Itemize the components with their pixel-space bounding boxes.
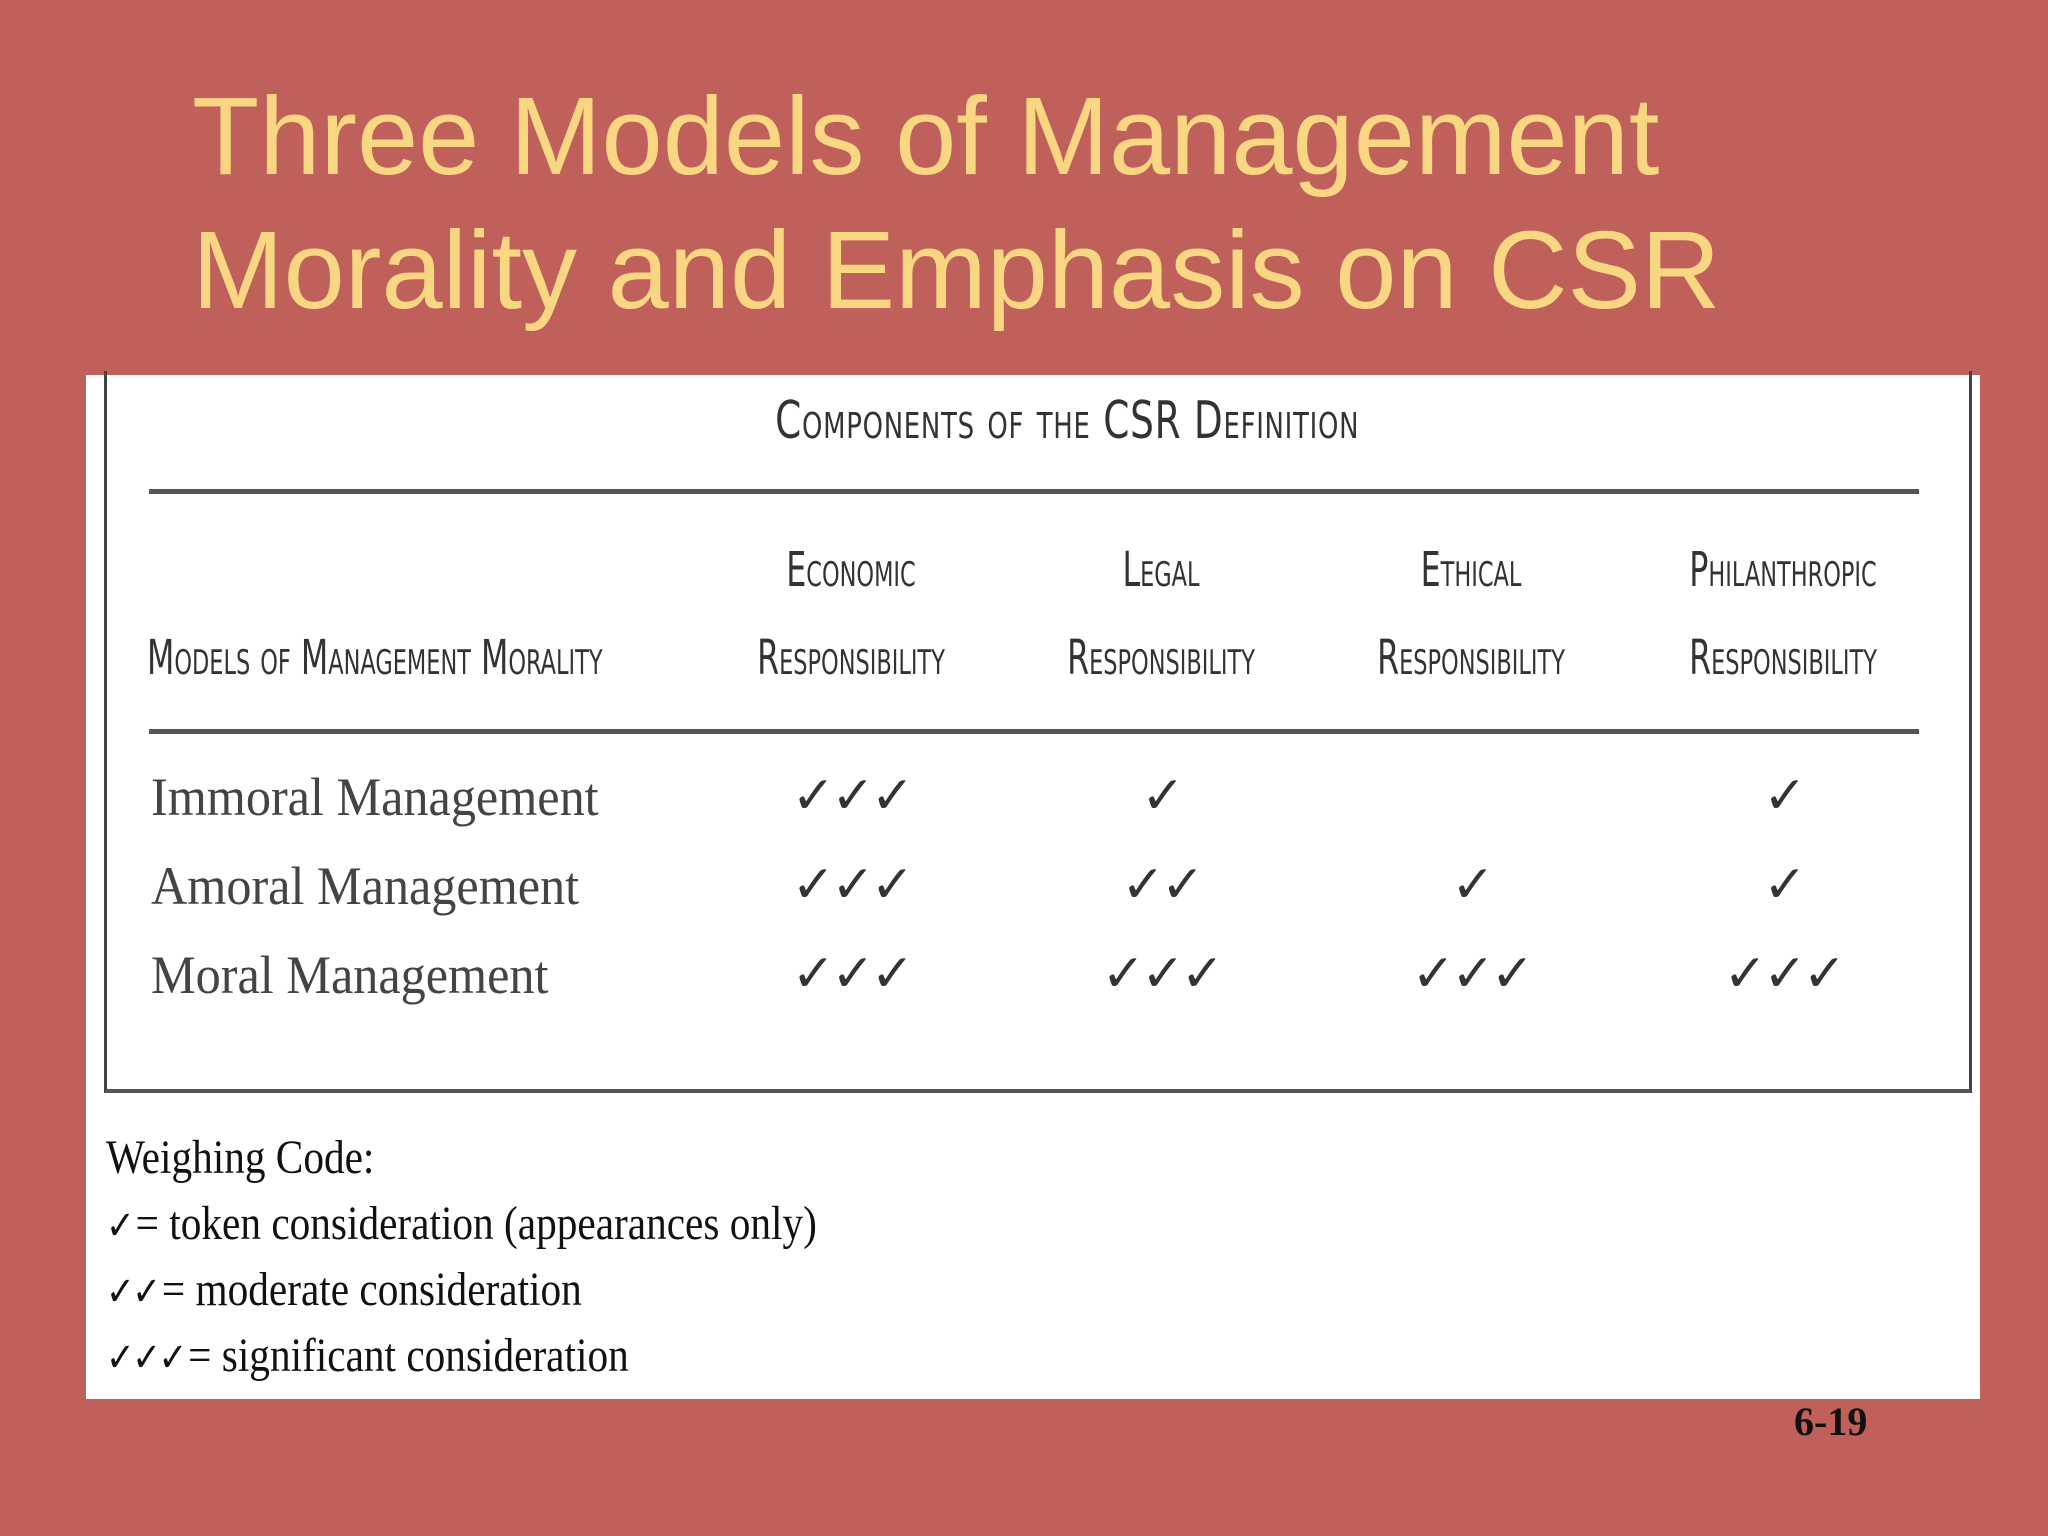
slide-title: Three Models of Management Morality and … [192, 70, 1892, 338]
column-header-line2: Responsibility [1067, 630, 1255, 686]
table-cell: ✓✓ [1121, 855, 1204, 915]
column-header-philanthropic: Philanthropic Responsibility [1664, 526, 1902, 702]
column-header-line1: Economic [786, 542, 916, 598]
table-cell: ✓ [1763, 766, 1807, 826]
legend-text: = moderate consideration [161, 1263, 582, 1316]
table-cell: ✓ [1763, 855, 1807, 915]
table-row-label: Immoral Management [151, 767, 599, 827]
table-cell: ✓✓✓ [791, 944, 915, 1004]
check-mark-icon: ✓ [106, 1203, 135, 1249]
table-row-label: Moral Management [151, 945, 549, 1005]
column-header-line2: Responsibility [1377, 630, 1565, 686]
row-header: Models of Management Morality [147, 630, 603, 686]
table-cell: ✓ [1451, 855, 1495, 915]
table-cell: ✓✓✓ [1723, 944, 1847, 1004]
csr-table: Components of the CSR Definition Models … [104, 371, 1972, 1093]
legend-title: Weighing Code: [106, 1131, 375, 1184]
legend-item: ✓= token consideration (appearances only… [106, 1191, 817, 1257]
legend-item: ✓✓✓= significant consideration [106, 1323, 817, 1389]
table-rule-top [149, 489, 1919, 494]
table-rule-middle [149, 729, 1919, 734]
page-number: 6-19 [1794, 1399, 1868, 1444]
column-header-line2: Responsibility [757, 630, 945, 686]
table-row-label: Amoral Management [151, 856, 580, 916]
table-cell: ✓✓✓ [1411, 944, 1535, 1004]
weighing-code-legend: Weighing Code: ✓= token consideration (a… [106, 1125, 817, 1389]
legend-text: = token consideration (appearances only) [135, 1197, 817, 1250]
column-header-legal: Legal Responsibility [1042, 526, 1280, 702]
legend-text: = significant consideration [188, 1329, 629, 1382]
table-caption: Components of the CSR Definition [775, 391, 1360, 451]
column-header-ethical: Ethical Responsibility [1352, 526, 1590, 702]
slide-title-line-2: Morality and Emphasis on CSR [192, 209, 1721, 332]
column-header-line1: Philanthropic [1689, 542, 1877, 598]
legend-item: ✓✓= moderate consideration [106, 1257, 817, 1323]
figure-panel: Components of the CSR Definition Models … [86, 371, 1980, 1399]
column-header-line1: Ethical [1420, 542, 1522, 598]
column-header-line1: Legal [1122, 542, 1200, 598]
check-mark-icon: ✓✓✓ [106, 1335, 187, 1381]
column-header-line2: Responsibility [1689, 630, 1877, 686]
column-header-economic: Economic Responsibility [732, 526, 970, 702]
table-cell: ✓✓✓ [791, 766, 915, 826]
table-cell: ✓✓✓ [791, 855, 915, 915]
table-cell: ✓ [1141, 766, 1185, 826]
slide-title-line-1: Three Models of Management [192, 75, 1660, 198]
table-cell: ✓✓✓ [1101, 944, 1225, 1004]
check-mark-icon: ✓✓ [106, 1269, 161, 1315]
